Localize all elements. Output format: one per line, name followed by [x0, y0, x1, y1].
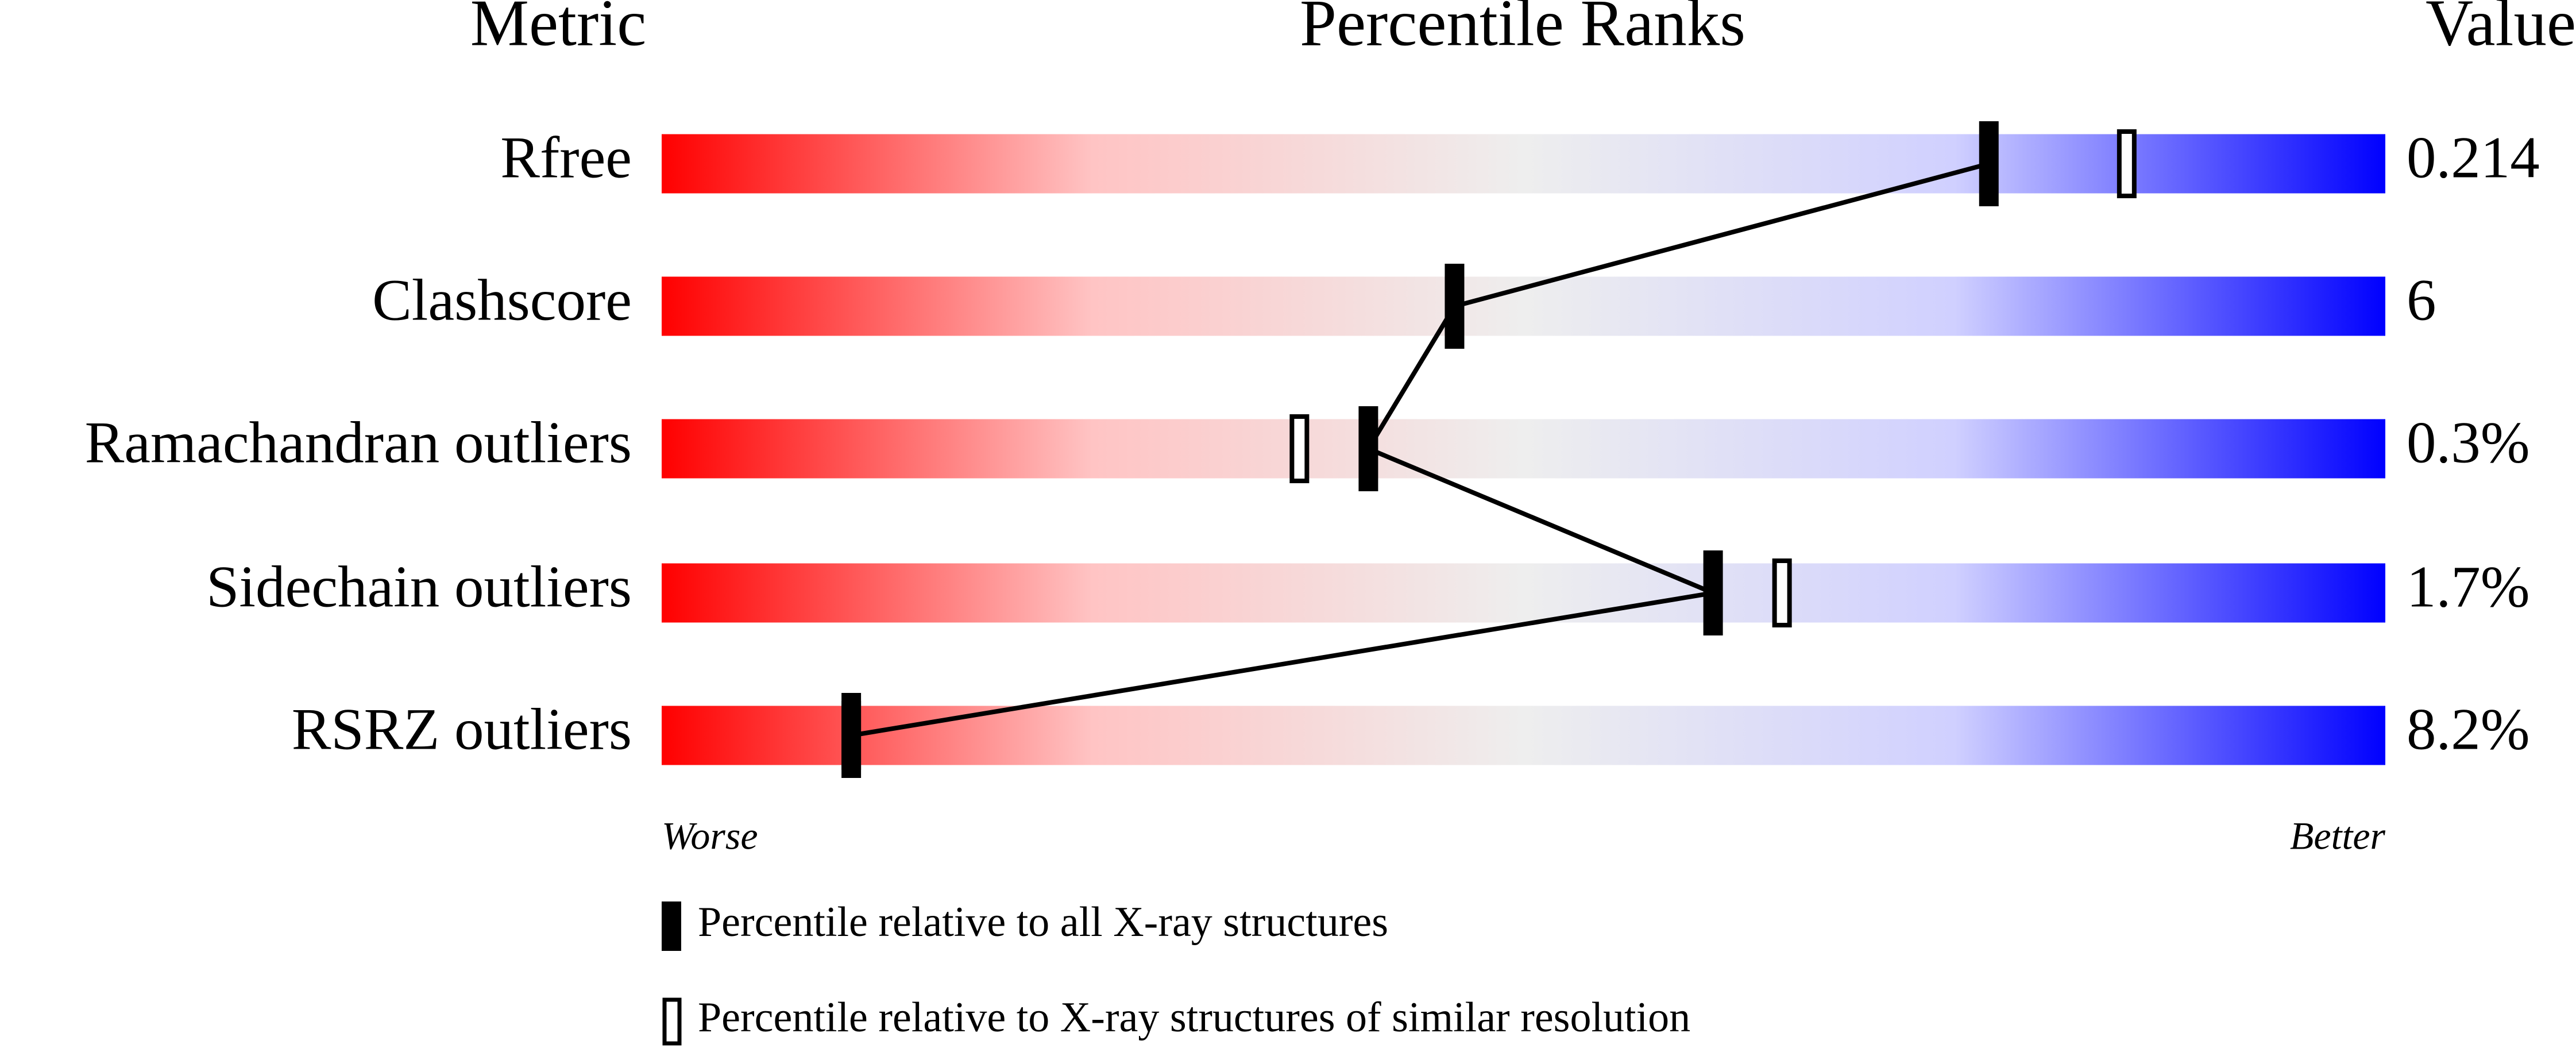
metric-label: Sidechain outliers: [206, 554, 632, 620]
metric-value: 6: [2407, 268, 2436, 333]
metric-value: 8.2%: [2407, 697, 2530, 762]
metric-value: 1.7%: [2407, 554, 2530, 620]
metric-value: 0.3%: [2407, 410, 2530, 476]
slider-bar: [662, 419, 2385, 479]
slider-bar: [662, 706, 2385, 765]
legend-swatch: [662, 901, 681, 951]
legend-label: Percentile relative to all X-ray structu…: [698, 899, 1388, 946]
legend-label: Percentile relative to X-ray structures …: [698, 994, 1690, 1041]
column-header: Value: [2426, 0, 2576, 59]
percentile-marker: [1703, 550, 1723, 635]
percentile-marker-hollow: [1772, 558, 1792, 627]
slider-bar: [662, 563, 2385, 623]
percentile-marker: [1979, 121, 1999, 206]
metric-label: RSRZ outliers: [292, 697, 632, 762]
percentile-marker: [841, 693, 862, 778]
percentile-marker-hollow: [2117, 129, 2137, 198]
metric-label: Clashscore: [372, 268, 632, 333]
metric-label: Rfree: [500, 125, 632, 191]
metric-value: 0.214: [2407, 125, 2540, 191]
percentile-marker: [1445, 264, 1465, 349]
percentile-marker: [1358, 406, 1378, 491]
column-header: Metric: [470, 0, 647, 59]
legend-swatch: [662, 997, 682, 1046]
axis-end-label: Worse: [662, 814, 758, 858]
slider-bar: [662, 134, 2385, 194]
column-header: Percentile Ranks: [1300, 0, 1745, 59]
metric-label: Ramachandran outliers: [85, 410, 632, 476]
axis-end-label: Better: [2290, 814, 2386, 858]
percentile-marker-hollow: [1289, 414, 1310, 483]
